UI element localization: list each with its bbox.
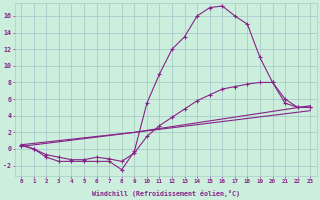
X-axis label: Windchill (Refroidissement éolien,°C): Windchill (Refroidissement éolien,°C) [92,190,240,197]
